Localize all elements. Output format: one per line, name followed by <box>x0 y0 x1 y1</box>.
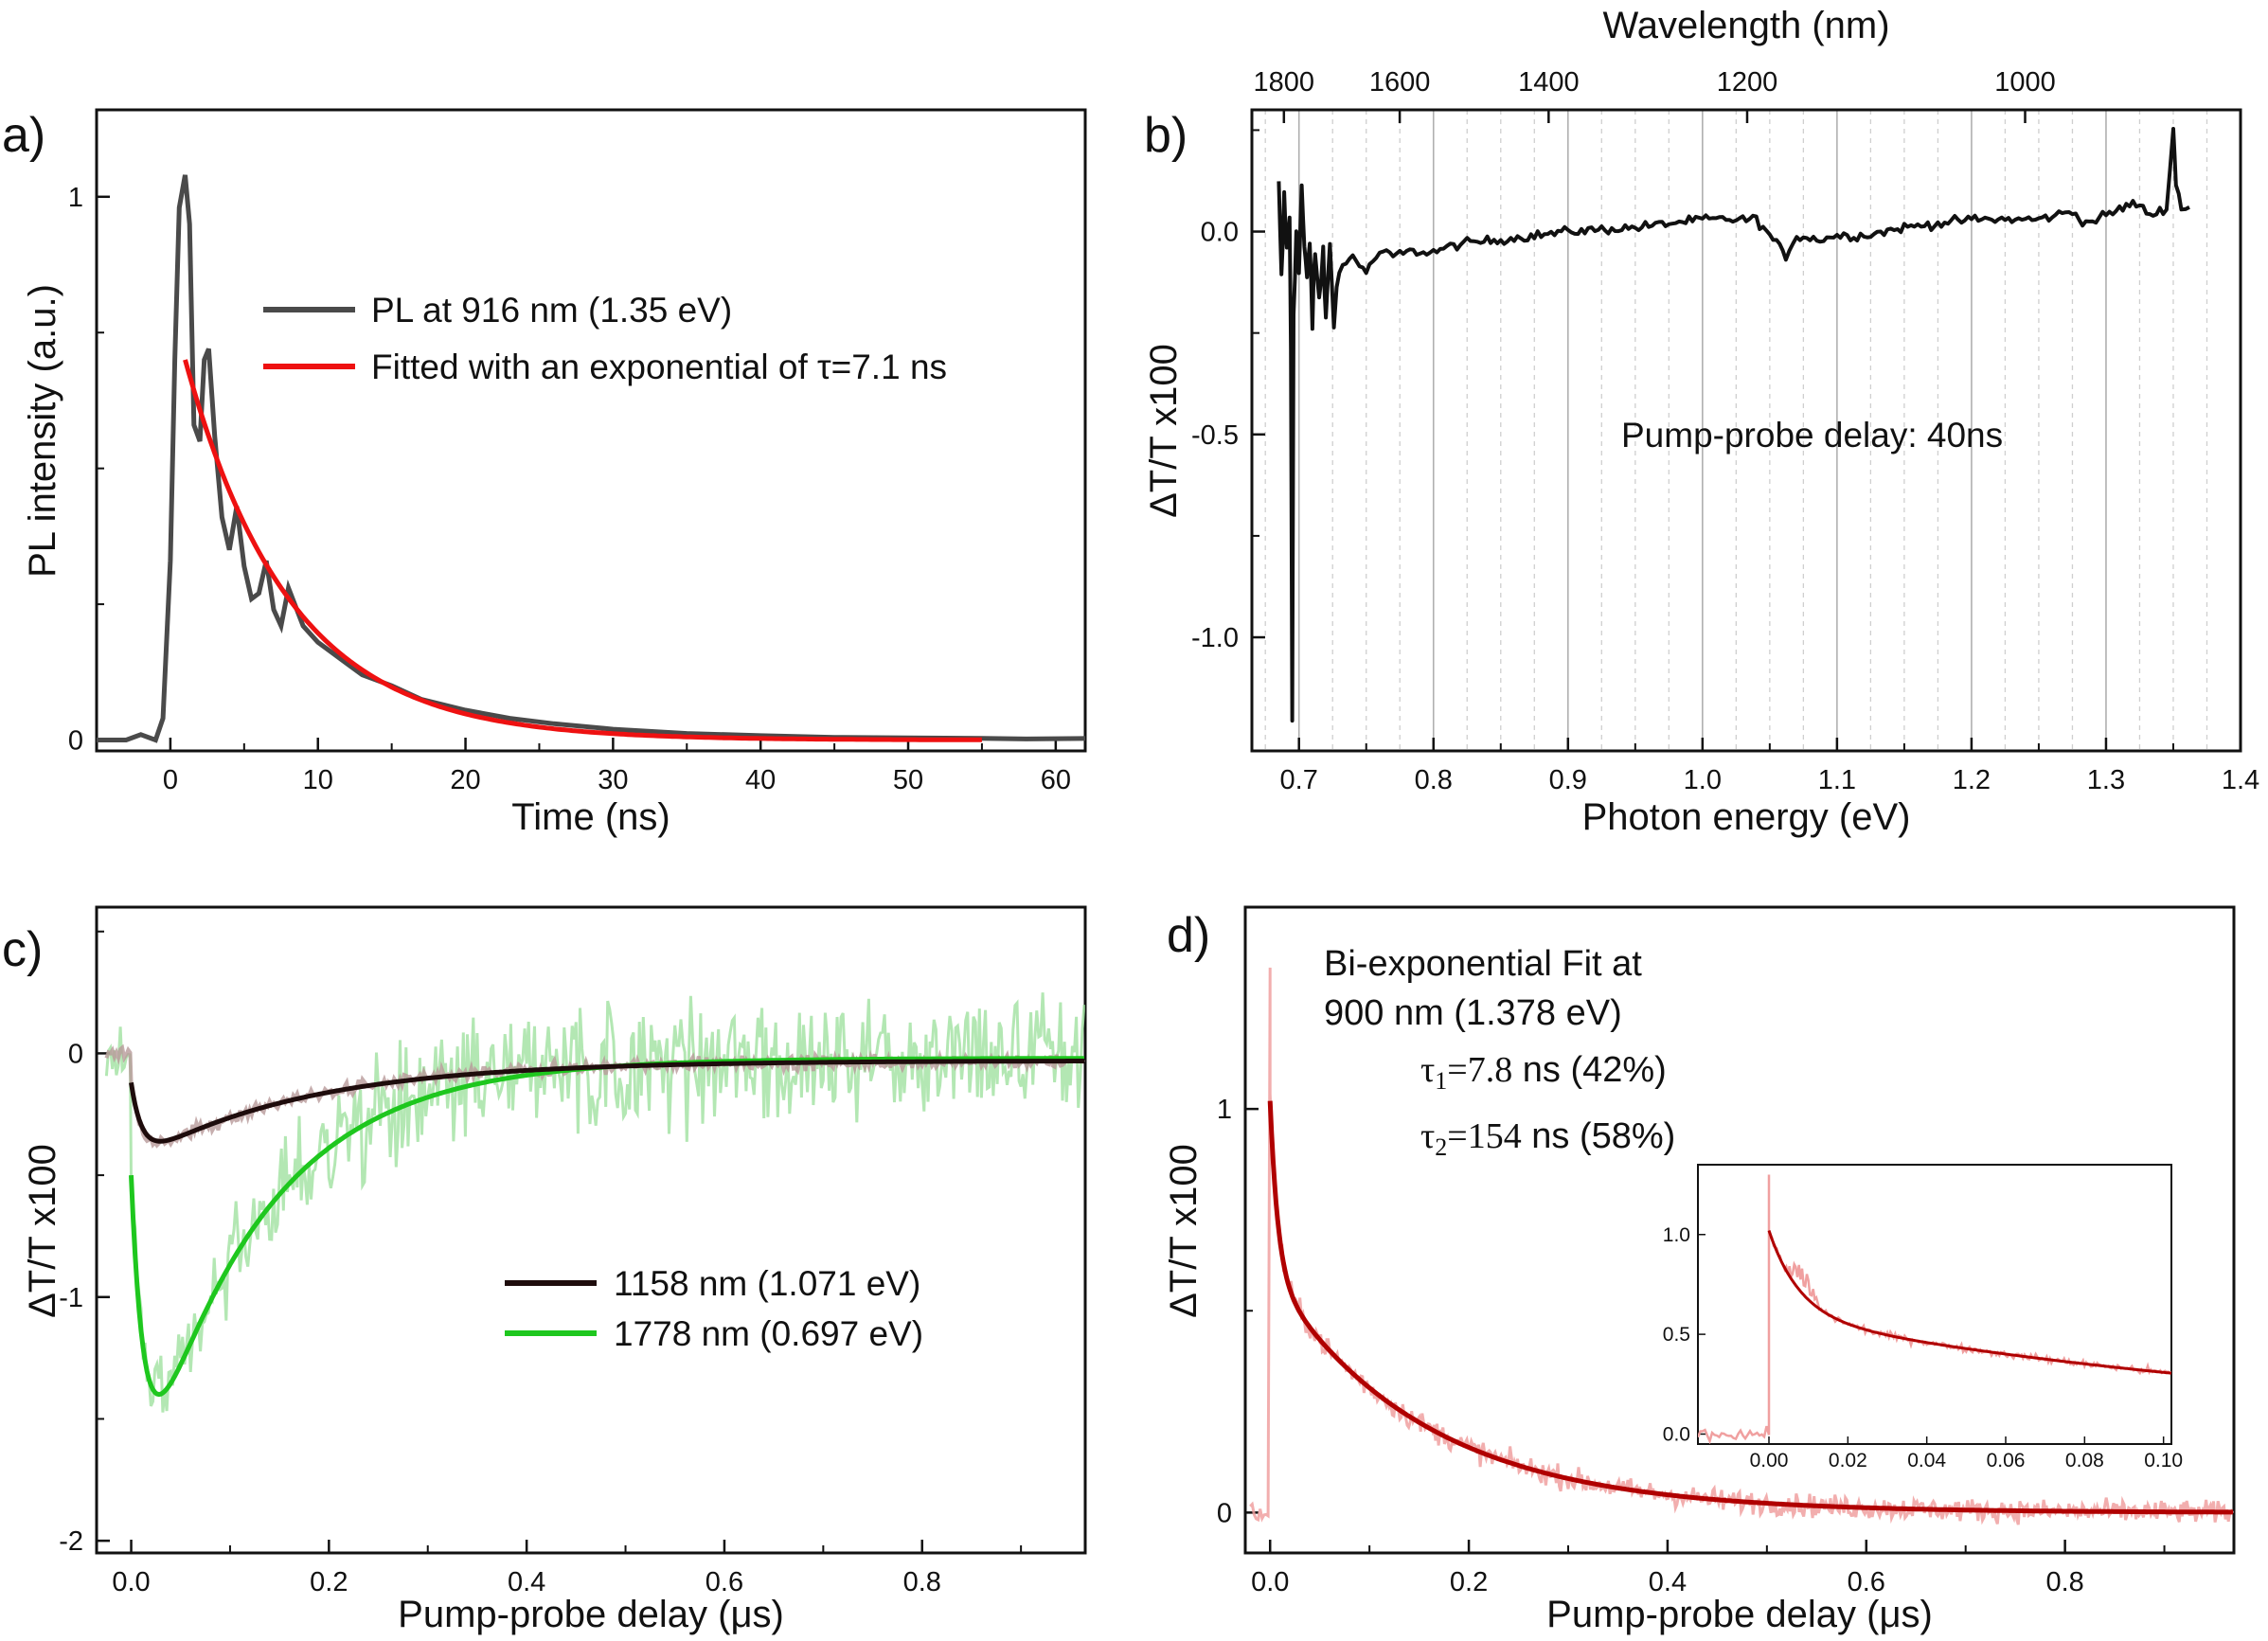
d-annotation-line2: 900 nm (1.378 eV) <box>1324 993 1622 1033</box>
b-x-axis-label: Photon energy (eV) <box>1582 796 1911 838</box>
a-xtick-label-6: 60 <box>1041 765 1071 795</box>
c-y-axis-label: ΔT/T x100 <box>22 1144 63 1318</box>
c-x-axis-label: Pump-probe delay (μs) <box>398 1594 784 1635</box>
b-xtick-label-2: 0.9 <box>1549 765 1587 795</box>
c-ytick-label-0: 0 <box>68 1039 83 1069</box>
d-xtick-label-4: 0.8 <box>2045 1567 2083 1597</box>
inset-xtick-label-0: 0.00 <box>1750 1450 1789 1472</box>
legend-label-fit: Fitted with an exponential of τ=7.1 ns <box>371 348 947 386</box>
b-xtick-label-5: 1.2 <box>1953 765 1991 795</box>
c-xtick-label-0: 0.0 <box>112 1567 150 1597</box>
panel-label-d: d) <box>1167 908 1210 963</box>
c-xtick-label-1: 0.2 <box>310 1567 348 1597</box>
d-y-axis-label: ΔT/T x100 <box>1163 1144 1205 1318</box>
series-biexp-fit <box>1267 1100 2233 1515</box>
a-xtick-label-4: 40 <box>745 765 776 795</box>
series-1158nm-fit <box>129 1059 1084 1144</box>
b-toptick-label-3: 1200 <box>1717 67 1778 98</box>
d-xtick-label-1: 0.2 <box>1450 1567 1488 1597</box>
a-x-axis-label: Time (ns) <box>511 796 670 838</box>
c-xtick-label-4: 0.8 <box>903 1567 941 1597</box>
b-xtick-label-1: 0.8 <box>1415 765 1453 795</box>
inset-ytick-label-0: 0.0 <box>1663 1423 1690 1445</box>
series-dtt-40ns <box>1277 127 2190 723</box>
b-ytick-label-2: -1.0 <box>1191 623 1239 653</box>
b-y-axis-label: ΔT/T x100 <box>1143 344 1185 518</box>
legend-label-pl: PL at 916 nm (1.35 eV) <box>371 291 732 330</box>
b-ytick-label-0: 0.0 <box>1201 218 1239 248</box>
legend-label-1158nm: 1158 nm (1.071 eV) <box>614 1264 920 1303</box>
a-ytick-label-1: 1 <box>68 183 83 213</box>
d-ytick-label-0: 0 <box>1217 1498 1232 1528</box>
b-annotation-delay: Pump-probe delay: 40ns <box>1621 416 2003 455</box>
b-toptick-label-1: 1600 <box>1369 67 1431 98</box>
inset-xtick-label-3: 0.06 <box>1987 1450 2026 1472</box>
a-xtick-label-3: 30 <box>598 765 628 795</box>
series-1778nm-raw <box>104 992 1085 1413</box>
panel-label-a: a) <box>2 108 45 163</box>
inset-ytick-label-1: 0.5 <box>1663 1324 1690 1346</box>
a-xtick-label-5: 50 <box>893 765 923 795</box>
a-xtick-label-1: 10 <box>303 765 333 795</box>
d-annotation-tau1: τ1=7.8 ns (42%) <box>1420 1050 1667 1095</box>
b-toptick-label-2: 1400 <box>1518 67 1580 98</box>
panel-c: 0.0 0.2 0.4 0.6 0.80-1-2 1158 nm (1.071 eV) … <box>22 905 1087 1635</box>
c-xtick-label-3: 0.6 <box>705 1567 743 1597</box>
b-top-axis-label: Wavelength (nm) <box>1602 5 1889 46</box>
b-xtick-label-3: 1.0 <box>1684 765 1722 795</box>
b-xtick-label-7: 1.4 <box>2222 765 2259 795</box>
a-xtick-label-2: 20 <box>450 765 480 795</box>
panel-b: 0.7 0.8 0.9 1.0 1.1 1.2 1.3 1.4 0.0 -0.5 -1.0 1800 1… <box>1143 5 2259 838</box>
inset-xtick-label-1: 0.02 <box>1829 1450 1867 1472</box>
d-xtick-label-2: 0.4 <box>1649 1567 1687 1597</box>
d-xtick-label-3: 0.6 <box>1848 1567 1885 1597</box>
b-xtick-label-0: 0.7 <box>1280 765 1318 795</box>
a-ytick-label-0: 0 <box>68 726 83 757</box>
d-annotation-tau2: τ2=154 ns (58%) <box>1420 1116 1675 1161</box>
panel-d-frame <box>1243 905 2236 1555</box>
series-exponential-fit <box>183 359 982 742</box>
inset-ytick-label-2: 1.0 <box>1663 1224 1690 1246</box>
d-ytick-label-1: 1 <box>1217 1095 1232 1125</box>
legend-label-1778nm: 1778 nm (0.697 eV) <box>614 1314 923 1353</box>
panel-d: 0.0 0.2 0.4 0.6 0.801 Bi-exponential Fit at … <box>1163 905 2236 1635</box>
b-xtick-label-6: 1.3 <box>2087 765 2125 795</box>
panel-c-frame <box>95 905 1087 1555</box>
d-x-axis-label: Pump-probe delay (μs) <box>1546 1594 1933 1635</box>
inset-series-fit <box>1767 1230 2171 1375</box>
series-pl-916nm <box>97 174 1085 743</box>
b-toptick-label-0: 1800 <box>1254 67 1315 98</box>
c-ytick-label-1: -1 <box>59 1283 83 1313</box>
panel-a-frame <box>95 108 1087 753</box>
b-ytick-label-1: -0.5 <box>1191 420 1239 451</box>
a-xtick-label-0: 0 <box>163 765 178 795</box>
panel-a: 0 10 20 30 40 50 60 0 1 PL at 916 nm (1.35 eV) F… <box>22 108 1087 838</box>
inset-xtick-label-4: 0.08 <box>2065 1450 2104 1472</box>
b-toptick-label-4: 1000 <box>1994 67 2056 98</box>
d-xtick-label-0: 0.0 <box>1251 1567 1289 1597</box>
panel-label-c: c) <box>2 922 43 977</box>
c-ytick-label-2: -2 <box>59 1526 83 1557</box>
panel-label-b: b) <box>1144 108 1188 163</box>
c-xtick-label-2: 0.4 <box>508 1567 545 1597</box>
inset-xtick-label-2: 0.04 <box>1907 1450 1946 1472</box>
inset-frame <box>1697 1164 2172 1445</box>
d-annotation-line1: Bi-exponential Fit at <box>1324 944 1642 984</box>
inset-xtick-label-5: 0.10 <box>2144 1450 2183 1472</box>
a-y-axis-label: PL intensity (a.u.) <box>22 284 63 578</box>
b-xtick-label-4: 1.1 <box>1818 765 1856 795</box>
